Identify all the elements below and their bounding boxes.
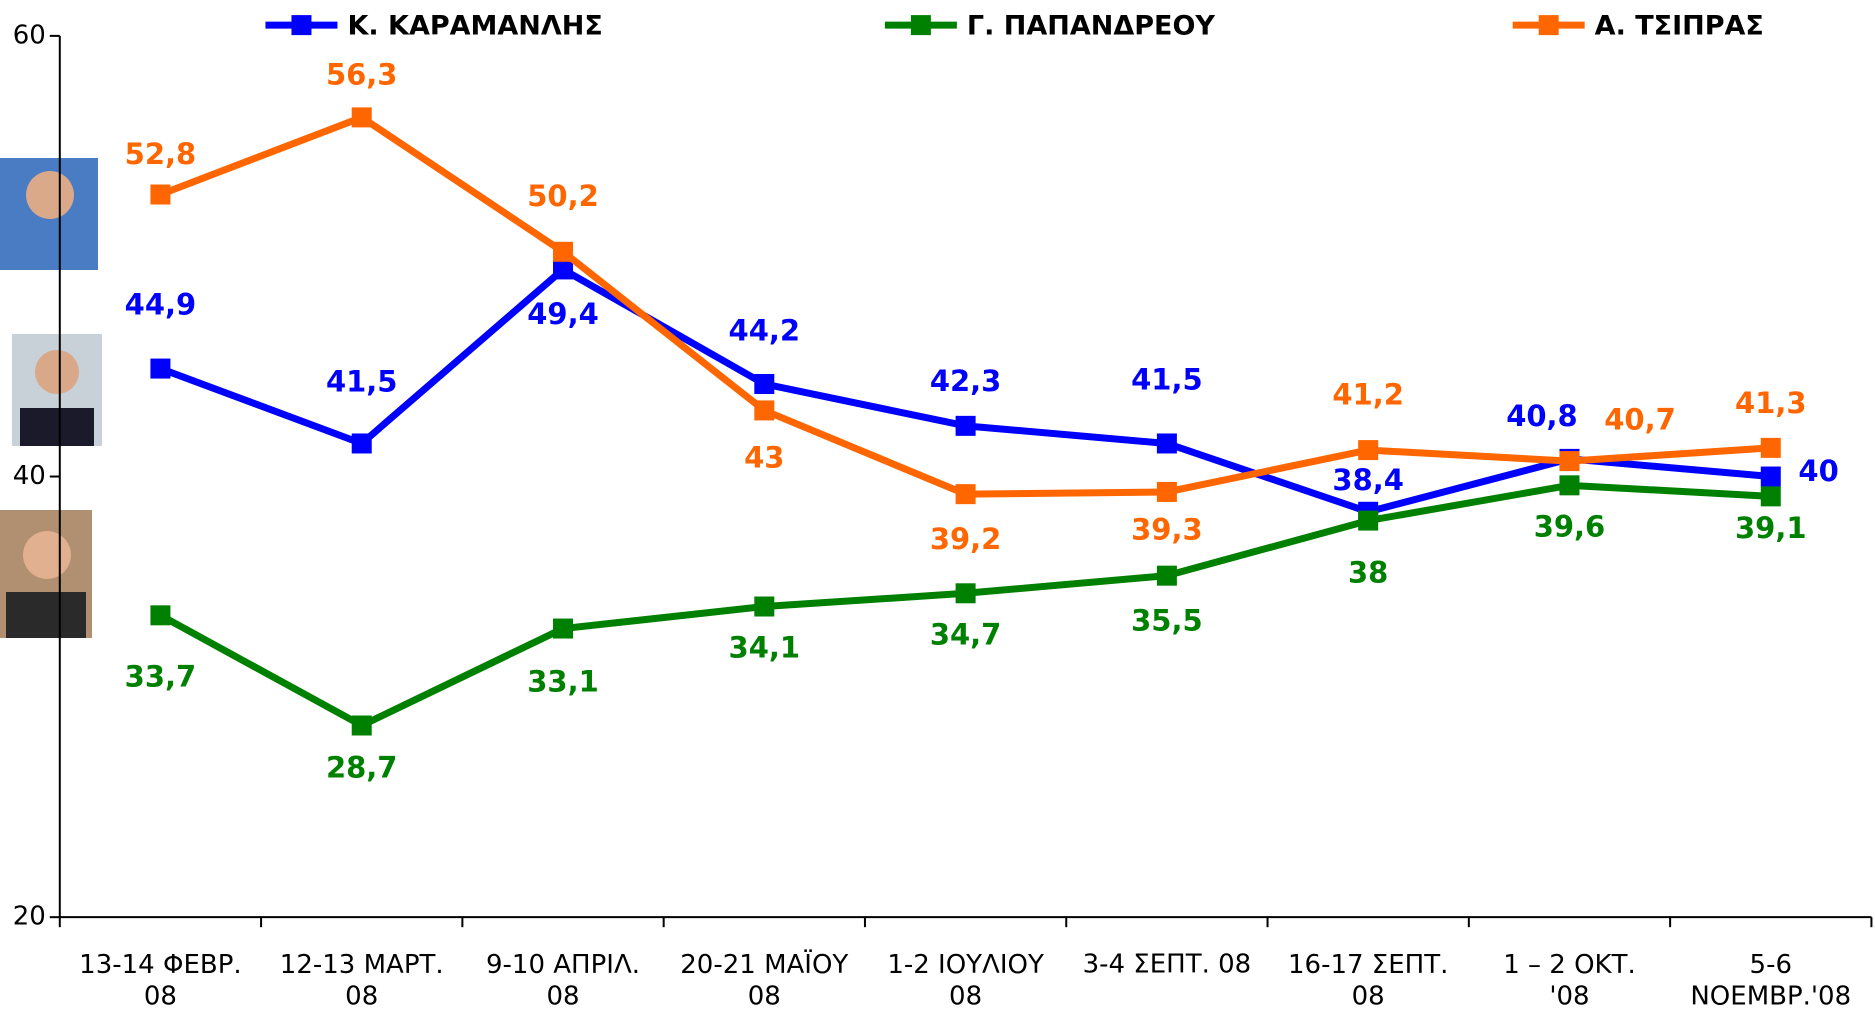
marker bbox=[754, 597, 774, 617]
y-tick-label: 40 bbox=[13, 461, 46, 491]
legend-marker bbox=[291, 15, 311, 35]
marker bbox=[1157, 433, 1177, 453]
value-label: 38 bbox=[1348, 555, 1388, 589]
marker bbox=[956, 484, 976, 504]
x-tick-label: 1 – 2 ΟΚΤ.'08 bbox=[1503, 950, 1636, 1011]
marker bbox=[150, 605, 170, 625]
value-label: 50,2 bbox=[527, 179, 599, 213]
marker bbox=[352, 433, 372, 453]
photo-face bbox=[26, 171, 74, 219]
marker bbox=[150, 359, 170, 379]
value-label: 42,3 bbox=[930, 364, 1002, 398]
value-label: 41,5 bbox=[326, 365, 398, 399]
value-label: 41,5 bbox=[1131, 362, 1203, 396]
marker bbox=[1358, 511, 1378, 531]
value-label: 34,7 bbox=[930, 617, 1002, 651]
photos bbox=[0, 158, 102, 638]
value-label: 41,2 bbox=[1332, 377, 1404, 411]
value-label: 40,8 bbox=[1506, 399, 1578, 433]
legend-marker bbox=[911, 15, 931, 35]
x-tick-label: 3-4 ΣΕΠΤ. 08 bbox=[1083, 950, 1252, 980]
photo-suit bbox=[20, 408, 94, 446]
photo-face bbox=[35, 350, 79, 394]
marker bbox=[754, 374, 774, 394]
marker bbox=[1559, 451, 1579, 471]
value-label: 56,3 bbox=[326, 58, 398, 92]
marker bbox=[352, 107, 372, 127]
value-label: 28,7 bbox=[326, 751, 398, 785]
x-tick-label: 13-14 ΦΕΒΡ.08 bbox=[79, 950, 242, 1011]
value-label: 39,1 bbox=[1735, 511, 1807, 545]
value-label: 43 bbox=[744, 440, 784, 474]
marker bbox=[1761, 486, 1781, 506]
marker bbox=[1157, 566, 1177, 586]
legend-label: Κ. ΚΑΡΑΜΑΝΛΗΣ bbox=[347, 11, 602, 42]
x-tick-label: 9-10 ΑΠΡΙΛ.08 bbox=[486, 950, 640, 1011]
marker bbox=[553, 259, 573, 279]
series-line bbox=[160, 117, 1770, 494]
x-tick-label: 16-17 ΣΕΠΤ.08 bbox=[1288, 950, 1448, 1011]
marker bbox=[150, 185, 170, 205]
value-label: 41,3 bbox=[1735, 386, 1807, 420]
marker bbox=[1761, 438, 1781, 458]
value-label: 33,1 bbox=[527, 665, 599, 699]
legend-label: Α. ΤΣΙΠΡΑΣ bbox=[1595, 11, 1764, 42]
value-label: 40 bbox=[1798, 454, 1838, 488]
value-label: 38,4 bbox=[1332, 463, 1404, 497]
y-tick-label: 60 bbox=[13, 20, 46, 50]
marker bbox=[1157, 482, 1177, 502]
value-label: 35,5 bbox=[1131, 603, 1203, 637]
legend-marker bbox=[1539, 15, 1559, 35]
x-tick-label: 12-13 ΜΑΡΤ.08 bbox=[280, 950, 444, 1011]
legend-label: Γ. ΠΑΠΑΝΔΡΕΟΥ bbox=[967, 11, 1216, 42]
value-label: 44,9 bbox=[125, 287, 197, 321]
marker bbox=[956, 583, 976, 603]
chart: 20 40 60 13-14 ΦΕΒΡ.08 12-13 ΜΑΡΤ.08 9-10 ΑΠΡ… bbox=[0, 0, 1875, 1019]
marker bbox=[1761, 467, 1781, 487]
marker bbox=[553, 619, 573, 639]
marker bbox=[956, 416, 976, 436]
value-label: 49,4 bbox=[527, 297, 599, 331]
marker bbox=[1358, 440, 1378, 460]
value-label: 40,7 bbox=[1604, 403, 1676, 437]
marker bbox=[352, 715, 372, 735]
photo-suit bbox=[6, 592, 86, 638]
value-label: 39,3 bbox=[1131, 512, 1203, 546]
value-label: 33,7 bbox=[125, 660, 197, 694]
value-label: 44,2 bbox=[729, 314, 801, 348]
value-label: 39,6 bbox=[1534, 509, 1606, 543]
value-label: 52,8 bbox=[125, 137, 197, 171]
marker bbox=[553, 242, 573, 262]
value-label: 39,2 bbox=[930, 522, 1002, 556]
photo-face bbox=[23, 531, 71, 579]
marker bbox=[754, 400, 774, 420]
value-label: 34,1 bbox=[729, 631, 801, 665]
marker bbox=[1559, 475, 1579, 495]
y-tick-label: 20 bbox=[13, 902, 46, 932]
